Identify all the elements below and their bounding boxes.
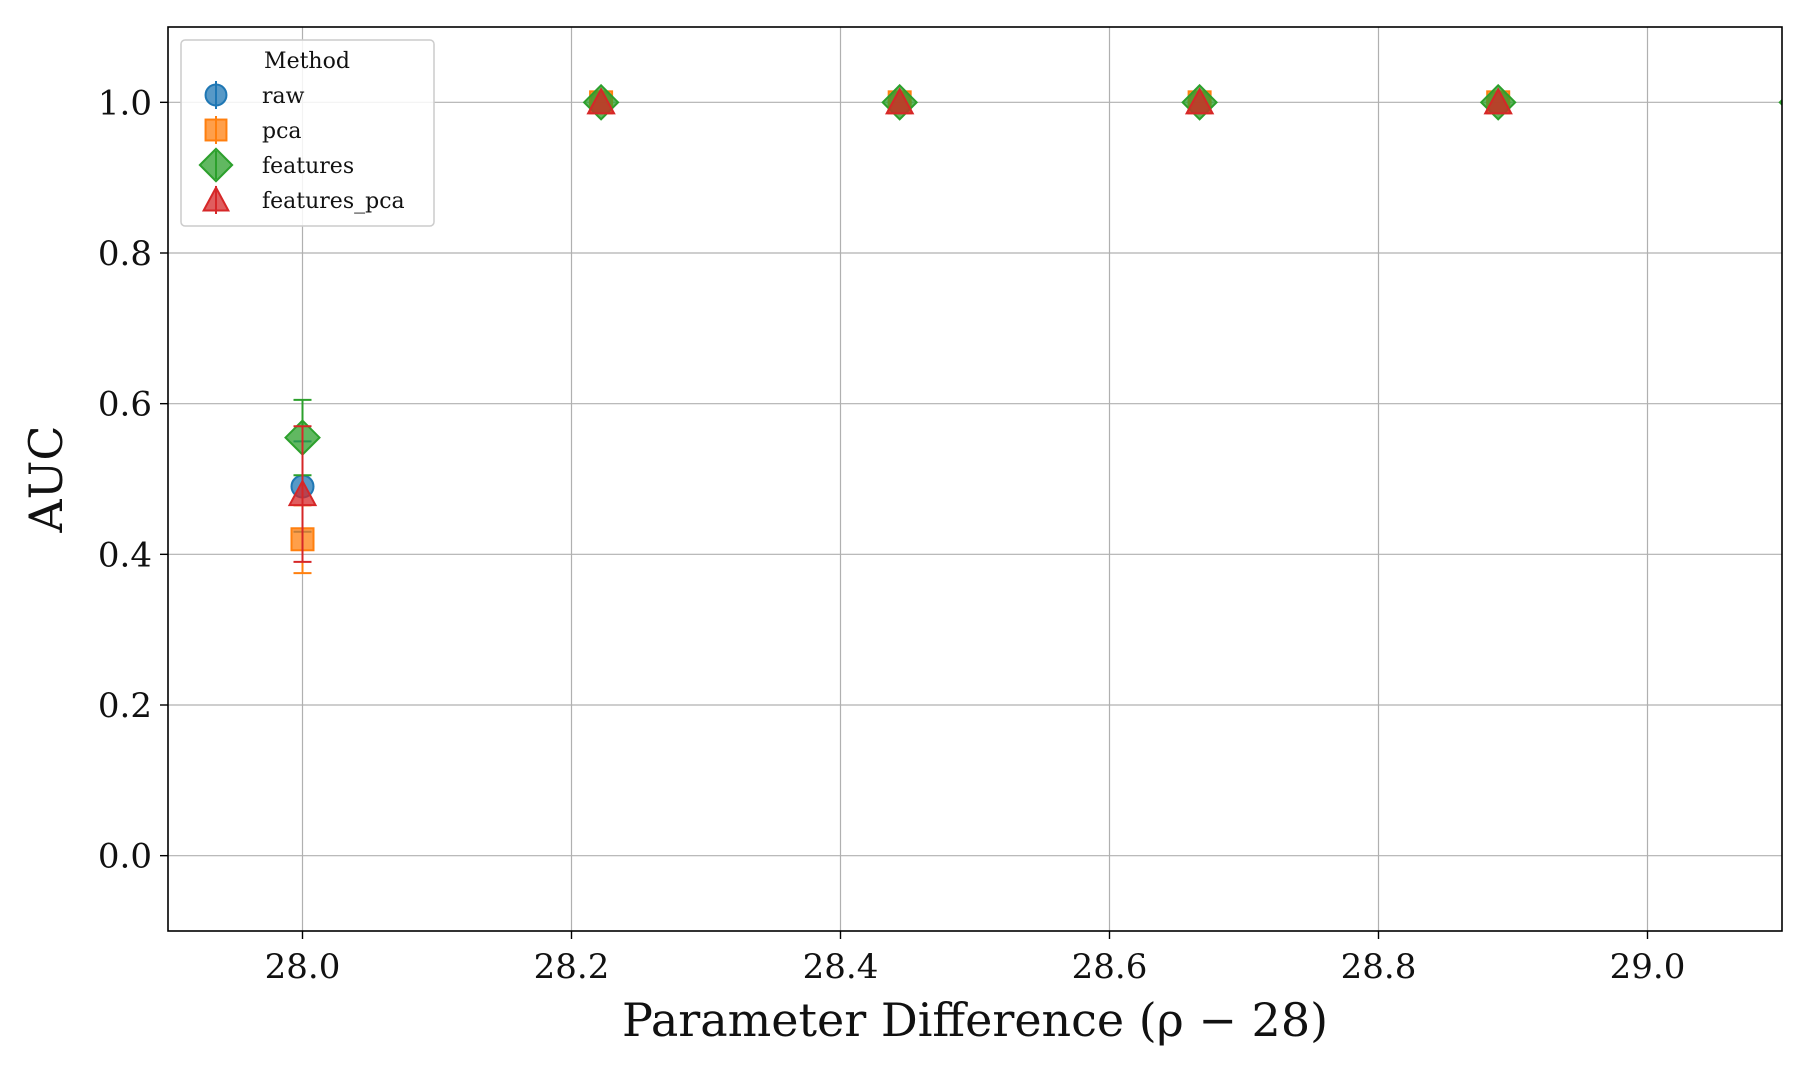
legend-features-label: features bbox=[262, 154, 354, 179]
legend-pca-label: pca bbox=[262, 119, 302, 144]
y-axis-title: AUC bbox=[19, 425, 73, 533]
x-tick-label: 29.0 bbox=[1610, 947, 1686, 987]
legend-features-pca-marker bbox=[201, 185, 231, 212]
legend-entries: raw pca features features_pca bbox=[198, 81, 405, 214]
y-tick-label: 0.0 bbox=[98, 837, 152, 877]
legend-box bbox=[180, 39, 435, 227]
legend-features-marker bbox=[198, 147, 234, 183]
plot-frame bbox=[167, 26, 1783, 932]
features-pca-point bbox=[586, 87, 616, 115]
y-tick-label: 0.4 bbox=[98, 535, 152, 575]
axis-ticks: 28.0 28.2 28.4 28.6 28.8 29.0 0.0 0.2 0.4 0.6 0.8 1… bbox=[98, 83, 1685, 987]
y-tick-label: 0.8 bbox=[98, 234, 152, 274]
data-marks bbox=[284, 83, 1782, 575]
legend: Method raw pca features features_pca bbox=[180, 39, 435, 227]
legend-title: Method bbox=[264, 49, 350, 74]
features-pca-point bbox=[1184, 87, 1215, 115]
grid bbox=[168, 27, 1782, 931]
x-tick-label: 28.8 bbox=[1341, 947, 1417, 987]
x-tick-label: 28.4 bbox=[803, 947, 879, 987]
legend-raw-label: raw bbox=[262, 84, 305, 109]
legend-raw-marker bbox=[204, 83, 228, 107]
x-tick-label: 28.6 bbox=[1072, 947, 1148, 987]
features-pca-point bbox=[885, 87, 915, 115]
y-tick-label: 1.0 bbox=[98, 83, 152, 123]
y-tick-label: 0.6 bbox=[98, 385, 152, 425]
x-axis-title: Parameter Difference (ρ − 28) bbox=[622, 993, 1328, 1047]
x-tick-label: 28.0 bbox=[265, 947, 341, 987]
x-tick-label: 28.2 bbox=[534, 947, 610, 987]
features-pca-point bbox=[287, 478, 318, 507]
features-pca-point bbox=[1483, 87, 1513, 115]
legend-features-pca-label: features_pca bbox=[262, 189, 405, 214]
y-tick-label: 0.2 bbox=[98, 686, 152, 726]
legend-pca-marker bbox=[204, 118, 228, 142]
